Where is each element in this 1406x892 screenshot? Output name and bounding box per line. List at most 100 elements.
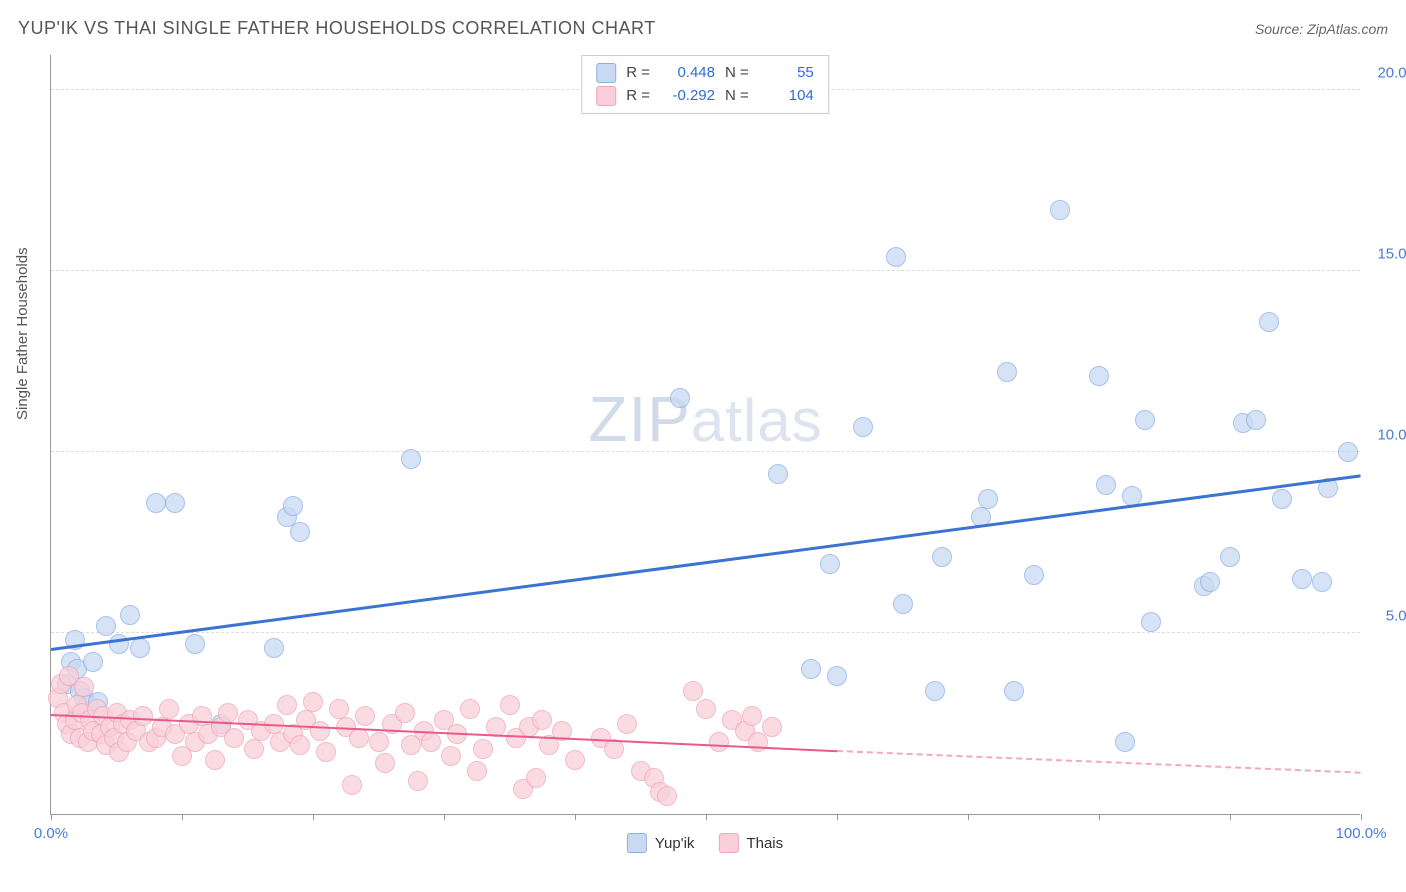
scatter-point — [532, 710, 552, 730]
scatter-point — [1050, 200, 1070, 220]
x-tick — [444, 814, 445, 820]
scatter-point — [264, 638, 284, 658]
trend-line — [837, 750, 1361, 774]
scatter-point — [310, 721, 330, 741]
scatter-point — [159, 699, 179, 719]
scatter-point — [768, 464, 788, 484]
scatter-point — [146, 493, 166, 513]
scatter-point — [1200, 572, 1220, 592]
scatter-point — [290, 735, 310, 755]
scatter-point — [1096, 475, 1116, 495]
r-value-thais: -0.292 — [660, 85, 715, 108]
scatter-point — [342, 775, 362, 795]
scatter-point — [218, 703, 238, 723]
scatter-point — [670, 388, 690, 408]
scatter-point — [742, 706, 762, 726]
scatter-point — [395, 703, 415, 723]
watermark: ZIPatlas — [588, 382, 822, 456]
scatter-point — [1141, 612, 1161, 632]
scatter-point — [441, 746, 461, 766]
scatter-point — [83, 652, 103, 672]
scatter-point — [460, 699, 480, 719]
scatter-point — [224, 728, 244, 748]
legend-item-thais: Thais — [718, 833, 783, 853]
scatter-point — [1272, 489, 1292, 509]
scatter-point — [1220, 547, 1240, 567]
scatter-point — [526, 768, 546, 788]
stats-row-yupik: R = 0.448 N = 55 — [596, 62, 814, 85]
scatter-point — [165, 493, 185, 513]
y-tick-label: 5.0% — [1365, 608, 1406, 625]
x-tick-label: 100.0% — [1336, 825, 1387, 842]
scatter-point — [1338, 442, 1358, 462]
r-value-yupik: 0.448 — [660, 62, 715, 85]
x-tick — [1230, 814, 1231, 820]
scatter-point — [120, 605, 140, 625]
scatter-point — [290, 522, 310, 542]
scatter-point — [853, 417, 873, 437]
x-tick — [1099, 814, 1100, 820]
scatter-point — [349, 728, 369, 748]
scatter-point — [1312, 572, 1332, 592]
scatter-point — [408, 771, 428, 791]
x-tick-label: 0.0% — [34, 825, 68, 842]
plot-region: ZIPatlas 5.0%10.0%15.0%20.0%0.0%100.0% — [50, 55, 1360, 815]
scatter-point — [1246, 410, 1266, 430]
scatter-point — [565, 750, 585, 770]
scatter-point — [696, 699, 716, 719]
scatter-point — [401, 449, 421, 469]
swatch-yupik — [596, 63, 616, 83]
x-tick — [575, 814, 576, 820]
y-tick-label: 15.0% — [1365, 246, 1406, 263]
scatter-point — [925, 681, 945, 701]
scatter-point — [820, 554, 840, 574]
bottom-legend: Yup'ik Thais — [627, 833, 783, 853]
scatter-point — [329, 699, 349, 719]
x-tick — [313, 814, 314, 820]
chart-area: ZIPatlas 5.0%10.0%15.0%20.0%0.0%100.0% R… — [50, 55, 1360, 815]
x-tick — [1361, 814, 1362, 820]
n-value-yupik: 55 — [759, 62, 814, 85]
scatter-point — [762, 717, 782, 737]
stats-box: R = 0.448 N = 55 R = -0.292 N = 104 — [581, 55, 829, 114]
scatter-point — [827, 666, 847, 686]
scatter-point — [369, 732, 389, 752]
swatch-thais — [596, 86, 616, 106]
n-value-thais: 104 — [759, 85, 814, 108]
legend-swatch-yupik — [627, 833, 647, 853]
scatter-point — [500, 695, 520, 715]
scatter-point — [283, 496, 303, 516]
scatter-point — [303, 692, 323, 712]
scatter-point — [244, 739, 264, 759]
legend-item-yupik: Yup'ik — [627, 833, 695, 853]
scatter-point — [886, 247, 906, 267]
scatter-point — [1004, 681, 1024, 701]
gridline — [51, 451, 1360, 452]
scatter-point — [978, 489, 998, 509]
gridline — [51, 632, 1360, 633]
scatter-point — [1115, 732, 1135, 752]
scatter-point — [1135, 410, 1155, 430]
x-tick — [706, 814, 707, 820]
scatter-point — [96, 616, 116, 636]
scatter-point — [1122, 486, 1142, 506]
chart-header: YUP'IK VS THAI SINGLE FATHER HOUSEHOLDS … — [18, 18, 1388, 39]
scatter-point — [355, 706, 375, 726]
x-tick — [51, 814, 52, 820]
scatter-point — [709, 732, 729, 752]
scatter-point — [997, 362, 1017, 382]
scatter-point — [467, 761, 487, 781]
scatter-point — [801, 659, 821, 679]
scatter-point — [1089, 366, 1109, 386]
scatter-point — [1024, 565, 1044, 585]
scatter-point — [683, 681, 703, 701]
chart-source: Source: ZipAtlas.com — [1255, 21, 1388, 37]
scatter-point — [617, 714, 637, 734]
scatter-point — [205, 750, 225, 770]
scatter-point — [277, 695, 297, 715]
scatter-point — [932, 547, 952, 567]
scatter-point — [421, 732, 441, 752]
stats-row-thais: R = -0.292 N = 104 — [596, 85, 814, 108]
scatter-point — [1292, 569, 1312, 589]
chart-title: YUP'IK VS THAI SINGLE FATHER HOUSEHOLDS … — [18, 18, 656, 39]
